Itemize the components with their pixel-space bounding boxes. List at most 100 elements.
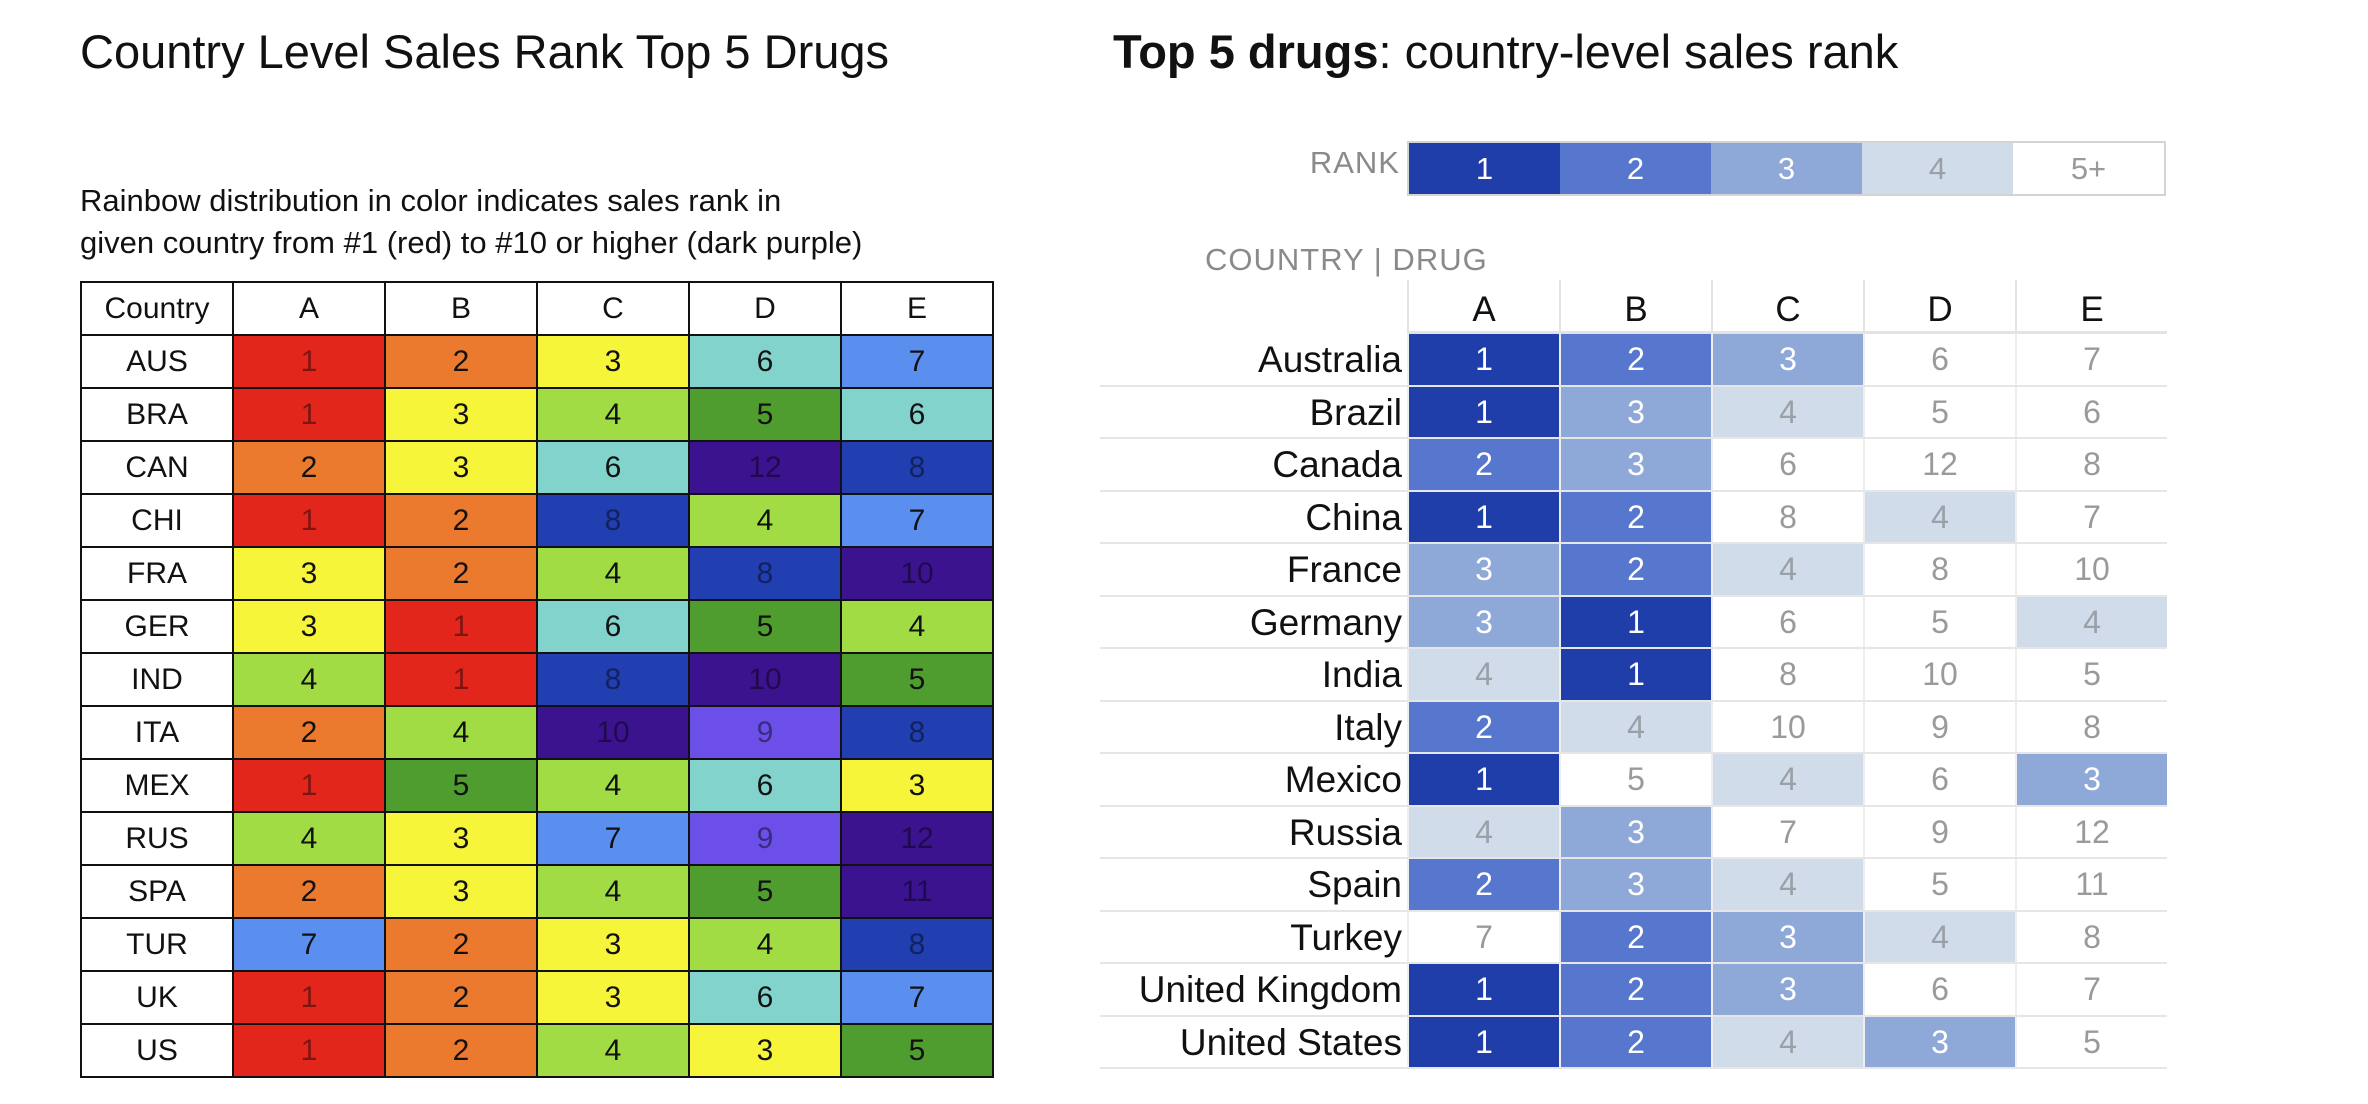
rank-cell: 11 (840, 864, 994, 919)
rank-cell: 4 (536, 758, 690, 813)
rank-cell: 3 (840, 758, 994, 813)
rank-cell: 9 (688, 705, 842, 760)
rank-cell: 8 (1711, 649, 1863, 700)
rank-cell: 5 (384, 758, 538, 813)
country-label: Turkey (1290, 916, 1402, 958)
country-label: CHI (80, 493, 234, 548)
legend-swatch: 2 (1560, 143, 1711, 194)
legend-swatch: 1 (1409, 143, 1560, 194)
rank-cell: 4 (840, 599, 994, 654)
country-label: MEX (80, 758, 234, 813)
rank-cell: 1 (384, 652, 538, 707)
rank-cell: 1 (1407, 1016, 1559, 1067)
right-chart-title: Top 5 drugs: country-level sales rank (1113, 24, 1898, 79)
rank-cell: 7 (2015, 964, 2167, 1015)
drug-column-header: D (1863, 280, 2015, 334)
rank-cell: 12 (2015, 806, 2167, 857)
rank-cell: 7 (840, 493, 994, 548)
rank-cell: 4 (536, 387, 690, 442)
rank-cell: 3 (1559, 859, 1711, 910)
country-label: BRA (80, 387, 234, 442)
country-label: Italy (1334, 706, 1402, 748)
rank-cell: 2 (384, 917, 538, 972)
left-chart-title: Country Level Sales Rank Top 5 Drugs (80, 25, 890, 78)
country-label: Brazil (1309, 391, 1402, 433)
rank-cell: 1 (232, 387, 386, 442)
rank-cell: 8 (2015, 911, 2167, 962)
rank-cell: 3 (1711, 964, 1863, 1015)
table-row: SPA 2 3 4 5 11 (80, 864, 994, 919)
rank-cell: 4 (1863, 911, 2015, 962)
table-row: RUS 4 3 7 9 12 (80, 811, 994, 866)
table-row: Germany 3 1 6 5 4 (1100, 596, 2167, 649)
rank-cell: 5 (840, 652, 994, 707)
table-row: UK 1 2 3 6 7 (80, 970, 994, 1025)
table-row: CAN 2 3 6 12 8 (80, 440, 994, 495)
rank-legend-label: RANK (1309, 145, 1400, 180)
rank-cell: 2 (232, 440, 386, 495)
rank-cell: 2 (1407, 439, 1559, 490)
rank-cell: 1 (232, 758, 386, 813)
table-row: MEX 1 5 4 6 3 (80, 758, 994, 813)
rank-cell: 10 (688, 652, 842, 707)
rank-cell: 4 (1407, 649, 1559, 700)
rank-cell: 8 (1863, 544, 2015, 595)
rank-cell: 4 (1711, 754, 1863, 805)
rank-cell: 8 (536, 652, 690, 707)
rank-cell: 4 (1863, 491, 2015, 542)
rank-cell: 7 (2015, 334, 2167, 385)
rank-cell: 4 (688, 917, 842, 972)
rank-cell: 7 (536, 811, 690, 866)
rank-cell: 3 (1559, 386, 1711, 437)
rank-cell: 12 (840, 811, 994, 866)
country-label: GER (80, 599, 234, 654)
legend-swatch: 5+ (2013, 143, 2164, 194)
rank-cell: 3 (384, 387, 538, 442)
country-label: Mexico (1284, 759, 1402, 800)
rank-cell: 5 (2015, 1016, 2167, 1067)
rank-cell: 3 (1559, 806, 1711, 857)
rank-cell: 6 (1711, 596, 1863, 647)
rank-cell: 9 (1863, 806, 2015, 857)
rank-cell: 2 (384, 546, 538, 601)
rank-cell: 6 (688, 334, 842, 389)
country-label: SPA (80, 864, 234, 919)
rank-cell: 4 (536, 1023, 690, 1078)
rank-cell: 4 (688, 493, 842, 548)
rank-cell: 2 (1559, 911, 1711, 962)
rank-cell: 10 (840, 546, 994, 601)
table-row: Russia 4 3 7 9 12 (1100, 806, 2167, 859)
drug-column-header: C (536, 281, 690, 336)
rank-cell: 3 (384, 440, 538, 495)
rank-cell: 2 (232, 705, 386, 760)
rank-cell: 7 (232, 917, 386, 972)
rank-cell: 5 (1863, 596, 2015, 647)
rank-cell: 8 (840, 440, 994, 495)
table-row: Italy 2 4 10 9 8 (1100, 701, 2167, 754)
country-label: US (80, 1023, 234, 1078)
table-row: United Kingdom 1 2 3 6 7 (1100, 964, 2167, 1017)
rank-cell: 6 (1711, 439, 1863, 490)
rank-cell: 3 (1407, 596, 1559, 647)
rank-cell: 10 (1711, 701, 1863, 752)
drug-column-header: C (1711, 280, 1863, 334)
rank-cell: 9 (1863, 701, 2015, 752)
table-row: Australia 1 2 3 6 7 (1100, 334, 2167, 387)
country-label: India (1321, 654, 1402, 695)
rank-cell: 4 (1559, 701, 1711, 752)
table-row: ITA 2 4 10 9 8 (80, 705, 994, 760)
rank-cell: 5 (688, 599, 842, 654)
table-row: France 3 2 4 8 10 (1100, 544, 2167, 597)
drug-column-header: A (232, 281, 386, 336)
rank-cell: 3 (1407, 544, 1559, 595)
table-row: AUS 1 2 3 6 7 (80, 334, 994, 389)
table-row: CHI 1 2 8 4 7 (80, 493, 994, 548)
rank-cell: 8 (688, 546, 842, 601)
rank-cell: 3 (232, 546, 386, 601)
rank-cell: 4 (1407, 806, 1559, 857)
rank-cell: 6 (1863, 334, 2015, 385)
rank-cell: 3 (536, 970, 690, 1025)
rank-cell: 7 (1407, 911, 1559, 962)
table-row: IND 4 1 8 10 5 (80, 652, 994, 707)
table-row: Turkey 7 2 3 4 8 (1100, 911, 2167, 964)
